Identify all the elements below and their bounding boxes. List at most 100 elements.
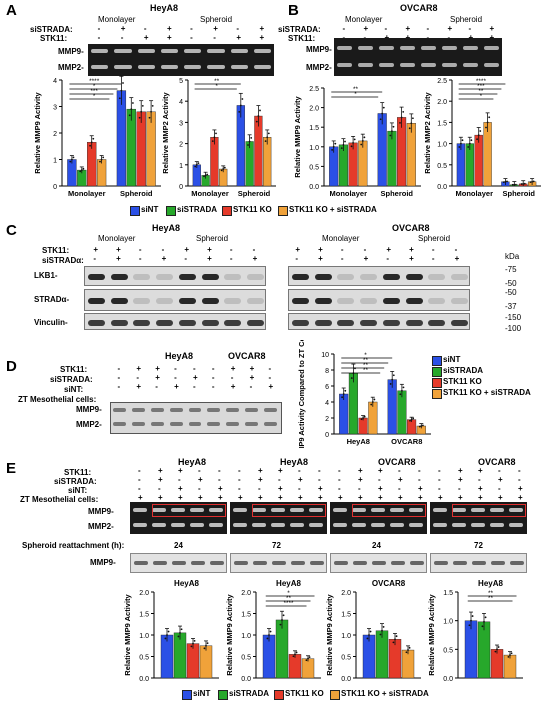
sig-label: *** <box>477 83 485 90</box>
data-point <box>531 180 533 183</box>
sig-label: * <box>364 352 367 359</box>
legend-label: siNT <box>141 205 159 214</box>
gel-band <box>484 46 499 50</box>
sign-mark: + <box>406 34 411 42</box>
data-point <box>371 401 374 403</box>
sign-mark: + <box>338 493 343 502</box>
y-tick-label: 0.5 <box>437 163 447 170</box>
y-tick-label: 2.0 <box>437 99 447 106</box>
sign-mark: - <box>448 34 451 42</box>
sign-mark: + <box>409 245 414 254</box>
sign-mark: + <box>278 484 283 493</box>
sign-mark: - <box>338 484 341 493</box>
sign-mark: + <box>363 254 369 263</box>
sign-mark: - <box>138 245 142 254</box>
sign-mark: - <box>218 475 221 484</box>
data-point <box>509 654 511 656</box>
data-point <box>389 134 392 137</box>
data-point <box>204 174 207 177</box>
gel-band <box>442 46 457 50</box>
data-point <box>203 175 205 178</box>
bar <box>236 105 245 187</box>
data-point <box>496 648 498 651</box>
highlight-box <box>352 504 426 517</box>
sign-mark: + <box>258 493 263 502</box>
sign-mark: + <box>268 382 274 391</box>
legend-d: siNT siSTRADA STK11 KO STK11 KO + siSTRADA <box>432 356 550 406</box>
sign-mark: + <box>295 245 301 254</box>
gel-band <box>433 508 447 512</box>
gel-band <box>490 523 504 527</box>
gel-band <box>291 561 305 565</box>
data-point <box>405 651 408 654</box>
bar <box>483 122 492 187</box>
blot-band <box>156 319 174 326</box>
sign-mark: - <box>258 484 261 493</box>
sign-mark: - <box>174 364 177 373</box>
gel-band <box>264 408 277 412</box>
y-tick-label: 0.0 <box>139 676 149 683</box>
data-point <box>305 659 308 662</box>
gel-band <box>131 422 145 426</box>
gel-band <box>463 63 478 67</box>
data-point <box>391 130 393 133</box>
gel-band <box>272 561 286 565</box>
zymogram-gel <box>130 502 227 534</box>
sign-mark: - <box>418 466 421 475</box>
sign-mark: + <box>490 34 495 42</box>
blot-band <box>224 319 242 326</box>
gel-band <box>358 63 373 67</box>
zymogram-gel <box>230 502 327 534</box>
sign-mark: - <box>318 466 321 475</box>
highlight-box <box>452 504 526 517</box>
sign-mark: - <box>431 245 435 254</box>
sign-mark: + <box>518 484 523 493</box>
panel-d-signs: - + + - - - + + - - - + - + - - + - - + - + - - + - + <box>110 365 280 405</box>
data-point <box>408 127 411 130</box>
gel-band <box>150 408 164 412</box>
sign-mark: + <box>158 475 163 484</box>
sign-mark: - <box>318 475 321 484</box>
sign-mark: - <box>193 382 196 391</box>
data-point <box>130 108 133 111</box>
gel-band <box>230 49 248 53</box>
sign-mark: - <box>117 373 121 382</box>
panel-b-cell: OVCAR8 <box>400 3 438 13</box>
sign-mark: - <box>211 373 215 382</box>
data-point <box>194 165 197 168</box>
data-point <box>361 140 364 142</box>
data-point <box>140 110 143 113</box>
marker-50b: -50 <box>505 288 517 297</box>
sign-mark: - <box>236 24 239 33</box>
data-point <box>407 649 409 651</box>
panel-b-signs: -+-+-+-+--++--++ <box>334 25 502 45</box>
y-tick-label: 1.0 <box>437 142 447 149</box>
sign-mark: + <box>258 475 263 484</box>
blot-strip <box>84 289 266 311</box>
gel-band <box>434 561 448 565</box>
panel-d-mmp9: MMP9- <box>76 405 102 414</box>
y-tick-label: 0 <box>53 184 57 191</box>
sign-mark: - <box>213 33 216 42</box>
sign-mark: - <box>438 475 441 484</box>
gel-band <box>352 508 366 512</box>
data-point <box>399 121 401 124</box>
gel-band <box>358 46 373 50</box>
gel-band <box>209 523 223 527</box>
panel-a-mmp2-label: MMP2- <box>58 63 84 72</box>
sign-mark: - <box>268 373 272 382</box>
data-point <box>248 140 251 143</box>
data-point <box>266 136 269 139</box>
blot-band <box>360 319 378 326</box>
gel-band <box>509 508 523 512</box>
sign-mark: + <box>252 254 258 263</box>
bar <box>387 379 397 435</box>
gel-band <box>207 408 221 412</box>
sign-mark: + <box>136 382 141 391</box>
sign-mark: - <box>117 364 121 373</box>
sign-mark: - <box>138 484 141 493</box>
gel-band <box>510 561 524 565</box>
panel-e-row-stk11: STK11: <box>64 468 92 477</box>
data-point <box>369 630 372 633</box>
blot-band <box>156 274 174 280</box>
